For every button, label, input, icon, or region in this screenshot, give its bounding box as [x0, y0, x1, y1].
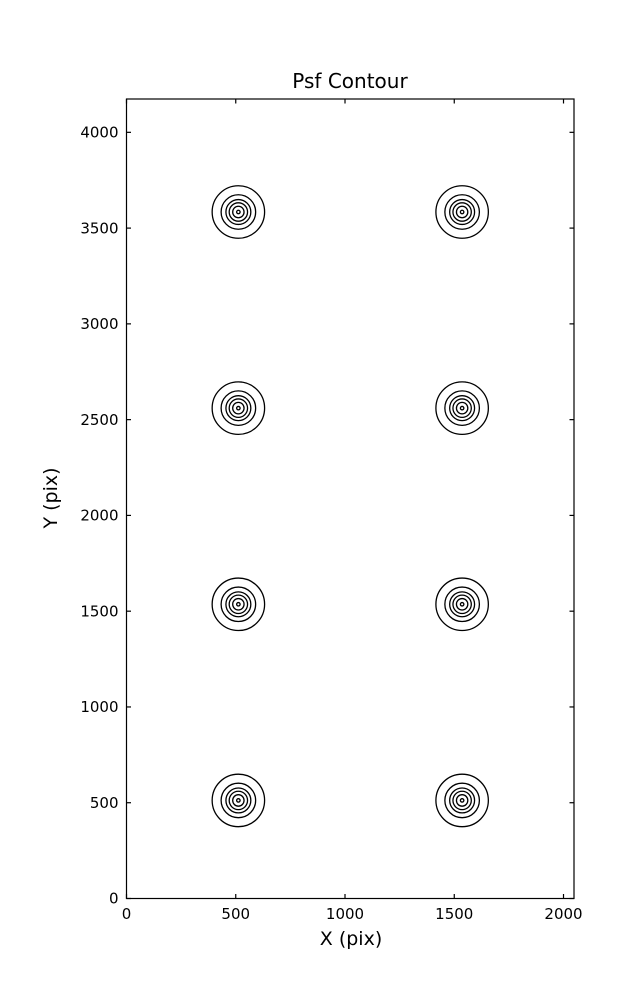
- psf-contour-ring: [220, 390, 257, 427]
- x-tick-label: 2000: [544, 905, 582, 923]
- y-tick-label: 2500: [80, 411, 118, 429]
- x-tick-label: 1000: [326, 905, 364, 923]
- psf-contour-ring: [228, 594, 249, 615]
- psf-contour-ring: [452, 790, 472, 811]
- chart-title: Psf Contour: [292, 69, 408, 93]
- psf-contour-ring: [455, 401, 469, 415]
- psf-contour-ring: [455, 794, 469, 807]
- psf-contour-ring: [435, 577, 489, 632]
- psf-contour-ring: [235, 209, 241, 215]
- psf-contour-ring: [232, 794, 245, 807]
- psf-contour-ring: [444, 782, 481, 819]
- psf-contour-ring: [444, 586, 481, 623]
- psf-contour-ring: [235, 405, 241, 411]
- psf-contour-ring: [449, 591, 476, 618]
- psf-contour-ring: [220, 782, 257, 819]
- psf-contour-ring: [220, 194, 257, 230]
- x-tick-label: 0: [122, 905, 132, 923]
- psf-contour-ring: [455, 205, 469, 219]
- y-tick-label: 0: [109, 890, 119, 908]
- y-tick-label: 3500: [80, 219, 118, 237]
- psf-contour-ring: [211, 381, 266, 436]
- psf-contour-ring: [232, 597, 245, 611]
- psf-contour-ring: [435, 185, 489, 239]
- psf-contour-ring: [459, 405, 465, 411]
- psf-contour-ring: [459, 209, 465, 215]
- x-tick-label: 500: [221, 905, 250, 923]
- y-tick-label: 3000: [80, 315, 118, 333]
- psf-contour-ring: [232, 205, 245, 219]
- psf-contour-ring: [452, 202, 472, 222]
- psf-contour-ring: [220, 586, 257, 623]
- psf-contour-ring: [449, 395, 476, 422]
- y-axis-label: Y (pix): [40, 467, 62, 529]
- y-tick-label: 2000: [80, 507, 118, 525]
- psf-contour-ring: [452, 594, 472, 615]
- psf-contour-ring: [449, 787, 476, 814]
- axes-frame: [125, 98, 575, 900]
- psf-contour-ring: [444, 194, 481, 230]
- psf-contour-ring: [452, 398, 472, 418]
- plot-area: 0 500 1000 1500 2000 0 500 1000 1500 2000 2500 3000…: [80, 98, 583, 923]
- psf-contour-ring: [449, 198, 476, 226]
- psf-contour-ring: [435, 773, 489, 828]
- y-tick-label: 1000: [80, 698, 118, 716]
- y-tick-label: 1500: [80, 602, 118, 620]
- psf-contour-ring: [435, 381, 489, 436]
- psf-contour-ring: [232, 401, 245, 415]
- psf-contour-ring: [228, 398, 249, 418]
- psf-contour-ring: [211, 577, 266, 632]
- psf-contour-ring: [235, 798, 241, 803]
- y-tick-label: 500: [90, 794, 119, 812]
- y-tick-label: 4000: [80, 124, 118, 142]
- psf-contour-ring: [228, 790, 249, 811]
- psf-contour-ring: [225, 198, 252, 226]
- psf-contour-ring: [235, 601, 241, 607]
- psf-contour-ring: [459, 798, 465, 803]
- psf-contour-ring: [228, 202, 249, 222]
- psf-contour-ring: [225, 787, 252, 814]
- psf-contour-ring: [211, 773, 266, 828]
- psf-contour-ring: [459, 601, 465, 607]
- psf-contour-ring: [211, 185, 266, 239]
- psf-contour-ring: [444, 390, 481, 427]
- psf-contour-ring: [225, 591, 252, 618]
- x-axis-label: X (pix): [320, 928, 382, 950]
- psf-contour-ring: [225, 395, 252, 422]
- x-tick-label: 1500: [435, 905, 473, 923]
- psf-contour-ring: [455, 597, 469, 611]
